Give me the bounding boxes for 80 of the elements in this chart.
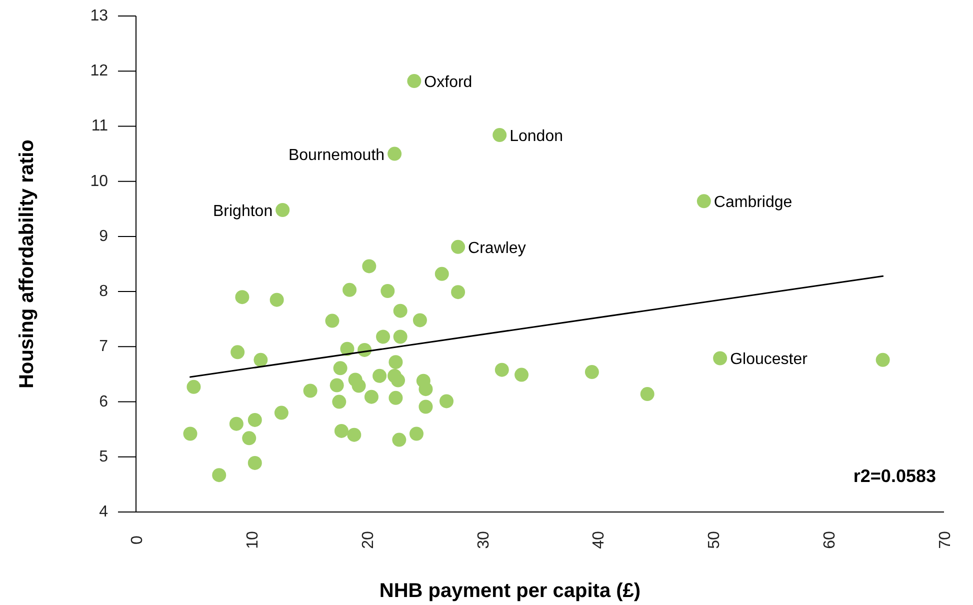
y-tick-label: 13 bbox=[90, 8, 108, 24]
point bbox=[230, 345, 245, 360]
point bbox=[380, 284, 395, 298]
point bbox=[434, 266, 449, 281]
point bbox=[372, 368, 387, 383]
annotation: Oxford bbox=[424, 74, 472, 92]
x-axis-title: NHB payment per capita (£) bbox=[379, 580, 641, 602]
y-tick-label: 10 bbox=[90, 172, 108, 190]
point bbox=[514, 368, 529, 382]
annotation: London bbox=[510, 128, 563, 146]
point bbox=[334, 424, 348, 438]
annotation: Cambridge bbox=[714, 194, 792, 212]
point bbox=[418, 400, 433, 414]
point bbox=[333, 361, 348, 376]
point bbox=[212, 468, 226, 482]
x-tick-label: 30 bbox=[475, 531, 492, 549]
point bbox=[276, 202, 290, 217]
x-tick-label: 10 bbox=[244, 531, 262, 549]
point bbox=[330, 378, 344, 392]
point bbox=[248, 412, 262, 427]
point bbox=[325, 314, 340, 328]
point bbox=[393, 330, 408, 344]
point bbox=[391, 373, 406, 388]
x-tick-label: 60 bbox=[822, 531, 839, 549]
x-tick-label: 70 bbox=[937, 531, 954, 549]
y-axis-title: Housing affordability ratio bbox=[16, 140, 38, 388]
point bbox=[186, 380, 201, 394]
point bbox=[392, 432, 406, 447]
point bbox=[412, 313, 427, 328]
annotation: Gloucester bbox=[730, 351, 808, 368]
point bbox=[407, 74, 422, 88]
point bbox=[340, 342, 354, 356]
point bbox=[388, 146, 402, 161]
y-tick-label: 11 bbox=[91, 118, 108, 135]
x-tick-label: 40 bbox=[590, 531, 608, 549]
point bbox=[440, 394, 454, 408]
point bbox=[342, 282, 357, 297]
point bbox=[876, 352, 890, 367]
point bbox=[492, 128, 507, 142]
y-tick-label: 4 bbox=[99, 504, 108, 520]
point bbox=[713, 351, 728, 366]
point bbox=[388, 355, 403, 370]
point bbox=[270, 292, 284, 307]
annotation: Brighton bbox=[213, 202, 273, 220]
point bbox=[451, 240, 466, 254]
point bbox=[376, 330, 390, 344]
point bbox=[364, 390, 378, 404]
y-tick-label: 12 bbox=[90, 62, 108, 80]
point bbox=[248, 456, 262, 470]
point bbox=[494, 362, 509, 377]
x-tick-label: 20 bbox=[360, 531, 377, 549]
y-tick-label: 8 bbox=[99, 283, 108, 300]
annotation: Crawley bbox=[468, 240, 526, 257]
point bbox=[303, 384, 318, 398]
x-tick-label: 0 bbox=[129, 535, 146, 544]
point bbox=[409, 426, 424, 441]
annotation: r2=0.0583 bbox=[853, 466, 936, 486]
point bbox=[183, 426, 198, 441]
y-tick-label: 6 bbox=[99, 393, 108, 410]
point bbox=[274, 406, 288, 420]
point bbox=[229, 416, 244, 431]
point bbox=[393, 304, 408, 318]
point bbox=[451, 285, 466, 300]
point bbox=[362, 259, 376, 274]
y-tick-label: 7 bbox=[99, 338, 108, 356]
y-tick-label: 9 bbox=[99, 228, 108, 245]
point bbox=[640, 387, 654, 402]
point bbox=[418, 382, 433, 396]
point bbox=[584, 365, 599, 380]
point bbox=[352, 378, 366, 393]
annotation: Bournemouth bbox=[288, 146, 385, 164]
point bbox=[332, 394, 346, 409]
point bbox=[242, 431, 256, 446]
y-tick-label: 5 bbox=[99, 448, 108, 466]
point bbox=[696, 194, 711, 208]
point bbox=[235, 290, 250, 304]
point bbox=[254, 352, 268, 367]
x-tick-label: 50 bbox=[706, 531, 724, 549]
point bbox=[388, 390, 403, 405]
point bbox=[347, 428, 362, 442]
